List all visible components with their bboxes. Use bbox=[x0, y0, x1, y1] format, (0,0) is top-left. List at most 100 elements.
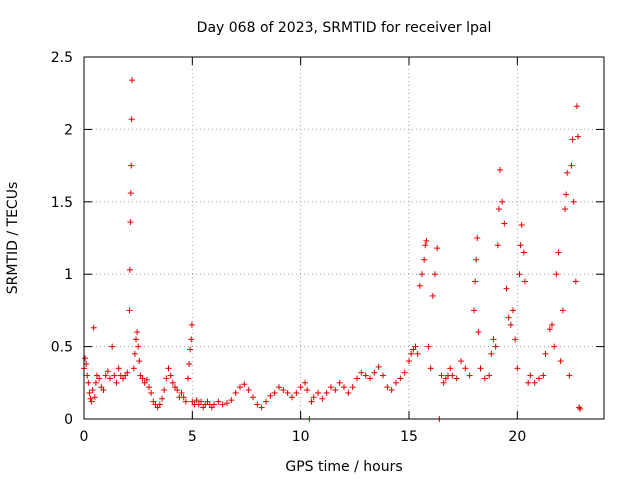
data-point bbox=[87, 395, 94, 402]
data-point bbox=[499, 198, 506, 205]
data-point bbox=[127, 219, 134, 226]
data-point bbox=[148, 389, 155, 396]
data-point bbox=[566, 372, 573, 379]
data-point bbox=[254, 401, 261, 408]
data-point bbox=[416, 282, 423, 289]
data-point bbox=[304, 387, 311, 394]
data-point bbox=[569, 136, 576, 143]
data-point bbox=[130, 365, 137, 372]
data-point bbox=[127, 190, 134, 197]
data-point bbox=[488, 350, 495, 357]
data-point bbox=[161, 387, 168, 394]
data-point bbox=[100, 387, 107, 394]
chart-title: Day 068 of 2023, SRMTID for receiver lpa… bbox=[197, 20, 492, 36]
data-point bbox=[328, 384, 334, 391]
data-point bbox=[477, 365, 484, 372]
data-point bbox=[135, 343, 142, 350]
data-point bbox=[553, 271, 560, 278]
data-point bbox=[174, 387, 181, 394]
data-point bbox=[126, 307, 133, 314]
data-point bbox=[540, 372, 547, 379]
data-point bbox=[462, 365, 469, 372]
data-point bbox=[341, 384, 347, 391]
data-point bbox=[88, 398, 95, 405]
data-point bbox=[163, 375, 170, 382]
data-point bbox=[440, 379, 447, 386]
y-axis-label: SRMTID / TECUs bbox=[5, 182, 21, 295]
data-point bbox=[497, 166, 503, 173]
data-point bbox=[388, 387, 395, 394]
data-point bbox=[380, 372, 386, 379]
x-axis-label: GPS time / hours bbox=[285, 459, 402, 475]
data-point bbox=[427, 365, 434, 372]
data-point bbox=[104, 368, 111, 375]
data-point bbox=[293, 389, 300, 396]
y-tick-label: 1 bbox=[64, 267, 73, 283]
data-point bbox=[421, 256, 428, 263]
data-point bbox=[185, 375, 191, 382]
data-point bbox=[562, 206, 568, 213]
data-point bbox=[143, 376, 150, 383]
data-point bbox=[128, 116, 135, 123]
data-point bbox=[215, 398, 222, 405]
data-point bbox=[375, 363, 382, 370]
y-tick-label: 0.5 bbox=[51, 340, 73, 356]
data-point bbox=[302, 379, 308, 386]
data-point bbox=[492, 343, 499, 350]
data-point bbox=[91, 394, 98, 401]
data-point bbox=[512, 336, 519, 343]
data-point bbox=[527, 372, 534, 379]
data-point bbox=[139, 375, 146, 382]
data-point bbox=[525, 379, 532, 386]
data-point bbox=[186, 360, 193, 367]
data-point bbox=[474, 235, 481, 241]
data-point bbox=[573, 103, 580, 110]
data-point bbox=[432, 271, 438, 278]
data-point bbox=[198, 398, 204, 405]
data-point bbox=[113, 379, 120, 386]
data-point bbox=[180, 394, 187, 401]
data-point bbox=[517, 242, 524, 249]
data-point bbox=[96, 375, 103, 382]
data-point bbox=[237, 384, 243, 391]
data-point bbox=[84, 372, 91, 379]
data-point bbox=[85, 379, 92, 386]
data-point bbox=[354, 375, 360, 382]
data-point bbox=[146, 384, 152, 391]
data-point bbox=[542, 350, 549, 357]
data-point bbox=[577, 405, 584, 412]
data-point bbox=[241, 381, 248, 388]
data-point bbox=[471, 307, 477, 314]
data-point bbox=[434, 245, 441, 252]
data-point bbox=[438, 372, 445, 379]
data-point bbox=[258, 404, 265, 411]
data-point bbox=[419, 271, 425, 278]
data-point bbox=[267, 392, 274, 399]
data-point bbox=[86, 389, 93, 396]
data-point bbox=[576, 404, 583, 411]
data-point bbox=[156, 401, 163, 408]
data-point bbox=[129, 77, 136, 84]
data-point bbox=[507, 321, 514, 328]
data-point bbox=[568, 162, 575, 169]
data-point bbox=[219, 401, 226, 408]
data-point bbox=[263, 398, 269, 405]
data-point bbox=[371, 369, 378, 376]
data-point bbox=[518, 221, 525, 228]
data-point bbox=[284, 389, 291, 396]
data-point bbox=[193, 397, 200, 404]
data-point bbox=[572, 278, 579, 285]
data-point bbox=[280, 387, 287, 394]
data-point bbox=[332, 387, 339, 394]
data-point bbox=[472, 278, 479, 285]
data-point bbox=[408, 350, 415, 357]
data-point bbox=[564, 169, 571, 176]
data-point bbox=[546, 326, 553, 333]
data-point bbox=[211, 401, 217, 408]
data-point bbox=[111, 372, 118, 379]
data-point bbox=[557, 358, 564, 365]
x-tick-label: 20 bbox=[508, 429, 526, 445]
y-tick-label: 0 bbox=[64, 412, 73, 428]
data-point bbox=[107, 375, 113, 382]
data-point bbox=[549, 321, 555, 328]
